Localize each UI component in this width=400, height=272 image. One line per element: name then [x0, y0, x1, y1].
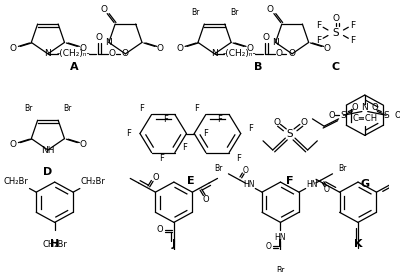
Text: O: O	[157, 225, 164, 234]
Text: F: F	[204, 129, 208, 138]
Text: N: N	[272, 38, 279, 47]
Text: C≡CH: C≡CH	[352, 114, 377, 123]
Text: F: F	[316, 21, 321, 30]
Text: S: S	[340, 111, 346, 120]
Text: I: I	[278, 239, 282, 249]
Text: F: F	[316, 36, 321, 45]
Text: O: O	[332, 14, 339, 23]
Text: O: O	[80, 44, 86, 52]
Text: Br: Br	[63, 104, 72, 113]
Text: CH₂Br: CH₂Br	[4, 177, 28, 186]
Text: O: O	[352, 103, 358, 112]
Text: F: F	[350, 21, 356, 30]
Text: A: A	[70, 62, 78, 72]
Text: O: O	[262, 33, 270, 42]
Text: O: O	[273, 118, 280, 127]
Text: Br: Br	[191, 8, 200, 17]
Text: O: O	[275, 49, 282, 58]
Text: O: O	[176, 44, 183, 52]
Text: C: C	[332, 62, 340, 72]
Text: J: J	[172, 239, 176, 249]
Text: N: N	[106, 38, 112, 47]
Text: O: O	[300, 118, 307, 127]
Text: K: K	[354, 239, 362, 249]
Text: HN: HN	[307, 180, 318, 189]
Text: O: O	[324, 185, 330, 194]
Text: -(CH₂)ₙ-: -(CH₂)ₙ-	[223, 49, 257, 58]
Text: HN: HN	[243, 180, 254, 189]
Text: F: F	[126, 129, 131, 138]
Text: O: O	[9, 140, 16, 149]
Text: N: N	[211, 49, 218, 58]
Text: S: S	[287, 129, 294, 138]
Text: O: O	[9, 44, 16, 52]
Text: O: O	[289, 49, 296, 58]
Text: F: F	[248, 123, 253, 132]
Text: O: O	[157, 44, 164, 52]
Text: O: O	[108, 49, 115, 58]
Text: O: O	[371, 103, 378, 112]
Text: N: N	[44, 49, 51, 58]
Text: O: O	[324, 44, 331, 52]
Text: F: F	[182, 143, 187, 152]
Text: Br: Br	[276, 265, 285, 272]
Text: O: O	[202, 195, 209, 204]
Text: O: O	[394, 111, 400, 120]
Text: S: S	[383, 111, 389, 120]
Text: F: F	[159, 154, 164, 163]
Text: CH₂Br: CH₂Br	[81, 177, 106, 186]
Text: O: O	[246, 44, 253, 52]
Text: Br: Br	[338, 164, 347, 173]
Text: D: D	[43, 167, 52, 177]
Text: CH₂Br: CH₂Br	[42, 240, 67, 249]
Text: B: B	[254, 62, 262, 72]
Text: F: F	[236, 154, 241, 163]
Text: G: G	[360, 179, 369, 189]
Text: S: S	[332, 28, 339, 38]
Text: Br: Br	[214, 164, 222, 173]
Text: F: F	[350, 36, 356, 45]
Text: F: F	[217, 116, 222, 125]
Text: F: F	[194, 104, 199, 113]
Text: -(CH₂)ₙ-: -(CH₂)ₙ-	[56, 49, 90, 58]
Text: O: O	[266, 242, 272, 251]
Text: O: O	[122, 49, 129, 58]
Text: O: O	[80, 140, 86, 149]
Text: O: O	[96, 33, 103, 42]
Text: O: O	[152, 173, 159, 182]
Text: H: H	[50, 239, 59, 249]
Text: O: O	[328, 111, 335, 120]
Text: Br: Br	[230, 8, 238, 17]
Text: F: F	[163, 116, 168, 125]
Text: Br: Br	[24, 104, 33, 113]
Text: O: O	[267, 5, 274, 14]
Text: O: O	[100, 5, 107, 14]
Text: F: F	[286, 176, 294, 186]
Text: F: F	[140, 104, 144, 113]
Text: O: O	[243, 166, 249, 175]
Text: HN: HN	[275, 233, 286, 242]
Text: N: N	[362, 103, 368, 112]
Text: NH: NH	[41, 146, 55, 154]
Text: E: E	[186, 176, 194, 186]
